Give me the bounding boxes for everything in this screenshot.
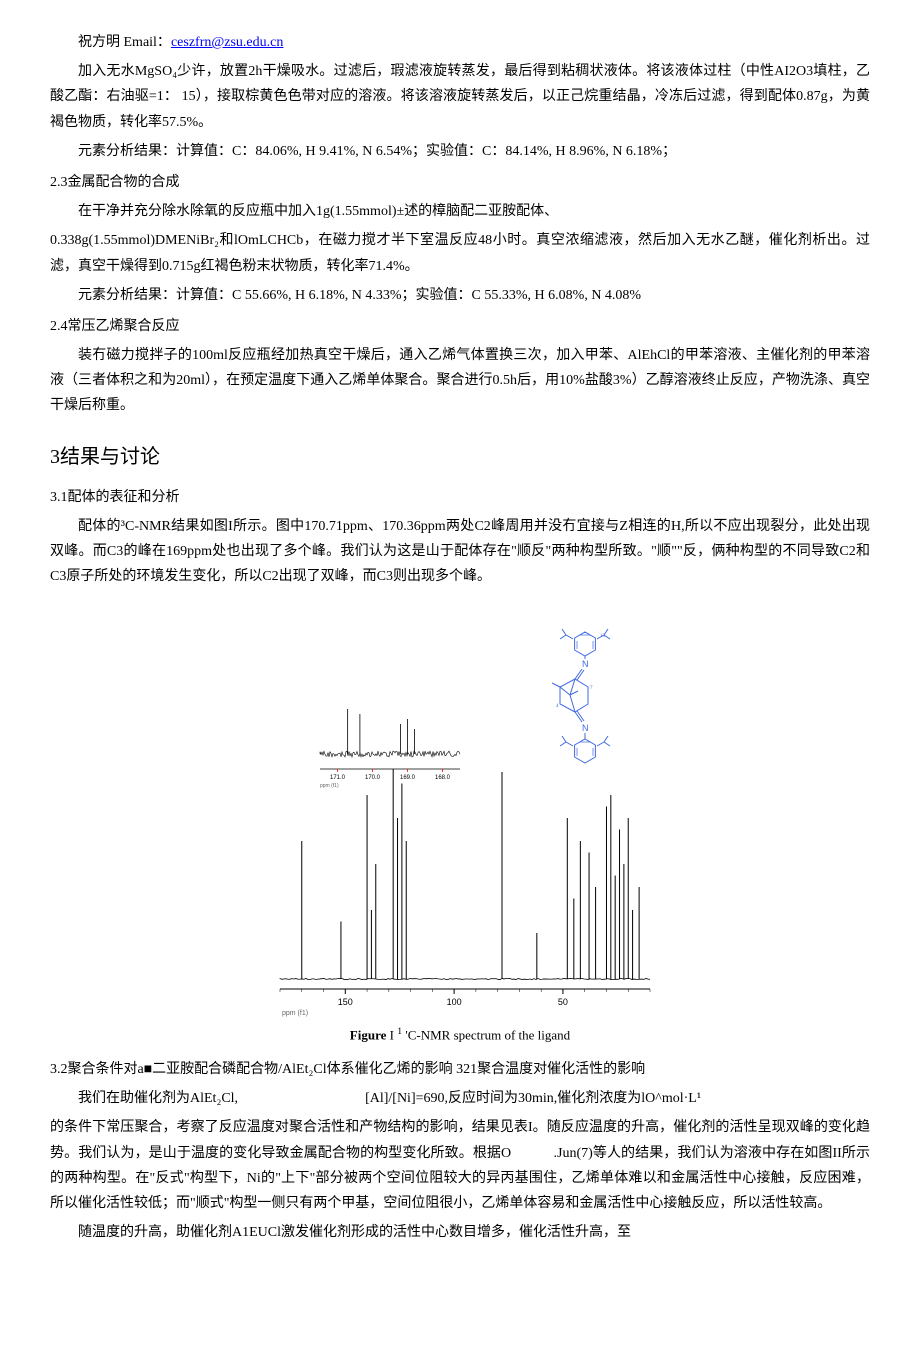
section-3-1-title: 3.1配体的表征和分析 (50, 485, 870, 510)
section-2-3-title: 2.3金属配合物的合成 (50, 170, 870, 195)
section-2-4-title: 2.4常压乙烯聚合反应 (50, 314, 870, 339)
svg-text:168.0: 168.0 (435, 775, 451, 781)
paragraph-3: 在干净并充分除水除氧的反应瓶中加入1g(1.55mmol)±述的樟脑配二亚胺配体… (50, 199, 870, 224)
paragraph-10: 随温度的升高，助催化剂A1EUCl激发催化剂形成的活性中心数目增多，催化活性升高… (50, 1220, 870, 1245)
svg-text:4: 4 (556, 704, 559, 709)
svg-text:ppm (f1): ppm (f1) (282, 1010, 308, 1017)
svg-text:50: 50 (558, 997, 568, 1007)
svg-text:170.0: 170.0 (365, 775, 381, 781)
email-link[interactable]: ceszfrn@zsu.edu.cn (171, 35, 283, 50)
para8-part2: [Al]/[Ni]=690,反应时间为30min,催化剂浓度为lO^mol·L¹ (365, 1091, 701, 1106)
section-3-heading: 3结果与讨论 (50, 439, 870, 475)
svg-text:169.0: 169.0 (400, 775, 416, 781)
paragraph-9: 的条件下常压聚合，考察了反应温度对聚合活性和产物结构的影响，结果见表I。随反应温… (50, 1115, 870, 1216)
svg-text:N: N (582, 659, 589, 669)
svg-text:150: 150 (338, 997, 353, 1007)
contact-line: 祝方明 Email：ceszfrn@zsu.edu.cn (50, 30, 870, 55)
paragraph-4: 0.338g(1.55mmol)DMENiBr₂和lOmLCHCb，在磁力搅才半… (50, 228, 870, 278)
author-name: 祝方明 (78, 35, 120, 50)
svg-text:7: 7 (590, 686, 593, 691)
paragraph-7: 配体的³C-NMR结果如图I所示。图中170.71ppm、170.36ppm两处… (50, 514, 870, 590)
paragraph-2: 元素分析结果：计算值：C：84.06%, H 9.41%, N 6.54%；实验… (50, 139, 870, 164)
section-3-2-title: 3.2聚合条件对a■二亚胺配合磷配合物/AlEt₂Cl体系催化乙烯的影响 321… (50, 1057, 870, 1082)
paragraph-8: 我们在助催化剂为AlEt₂Cl, [Al]/[Ni]=690,反应时间为30mi… (50, 1086, 870, 1111)
figure-1-caption: Figure I 1 'C-NMR spectrum of the ligand (50, 1023, 870, 1047)
svg-text:13: 13 (600, 634, 606, 639)
nmr-spectrum-chart: 150 100 50 ppm (f1) 171.0 170.0 169.0 168.0 ppm … (260, 599, 660, 1019)
figure-1: 150 100 50 ppm (f1) 171.0 170.0 169.0 168.0 ppm … (50, 599, 870, 1047)
para8-part1: 我们在助催化剂为AlEt₂Cl, (78, 1091, 238, 1106)
svg-text:ppm (f1): ppm (f1) (320, 783, 339, 789)
paragraph-6: 装冇磁力搅拌子的100ml反应瓶经加热真空干燥后，通入乙烯气体置换三次，加入甲苯… (50, 343, 870, 419)
paragraph-5: 元素分析结果：计算值：C 55.66%, H 6.18%, N 4.33%；实验… (50, 283, 870, 308)
email-label: Email： (120, 35, 171, 50)
svg-text:100: 100 (447, 997, 462, 1007)
svg-text:N: N (582, 723, 589, 733)
nmr-svg: 150 100 50 ppm (f1) 171.0 170.0 169.0 168.0 ppm … (260, 599, 660, 1019)
svg-text:171.0: 171.0 (330, 775, 346, 781)
paragraph-1: 加入无水MgSO₄少许，放置2h干燥吸水。过滤后，瑕滤液旋转蒸发，最后得到粘稠状… (50, 59, 870, 135)
